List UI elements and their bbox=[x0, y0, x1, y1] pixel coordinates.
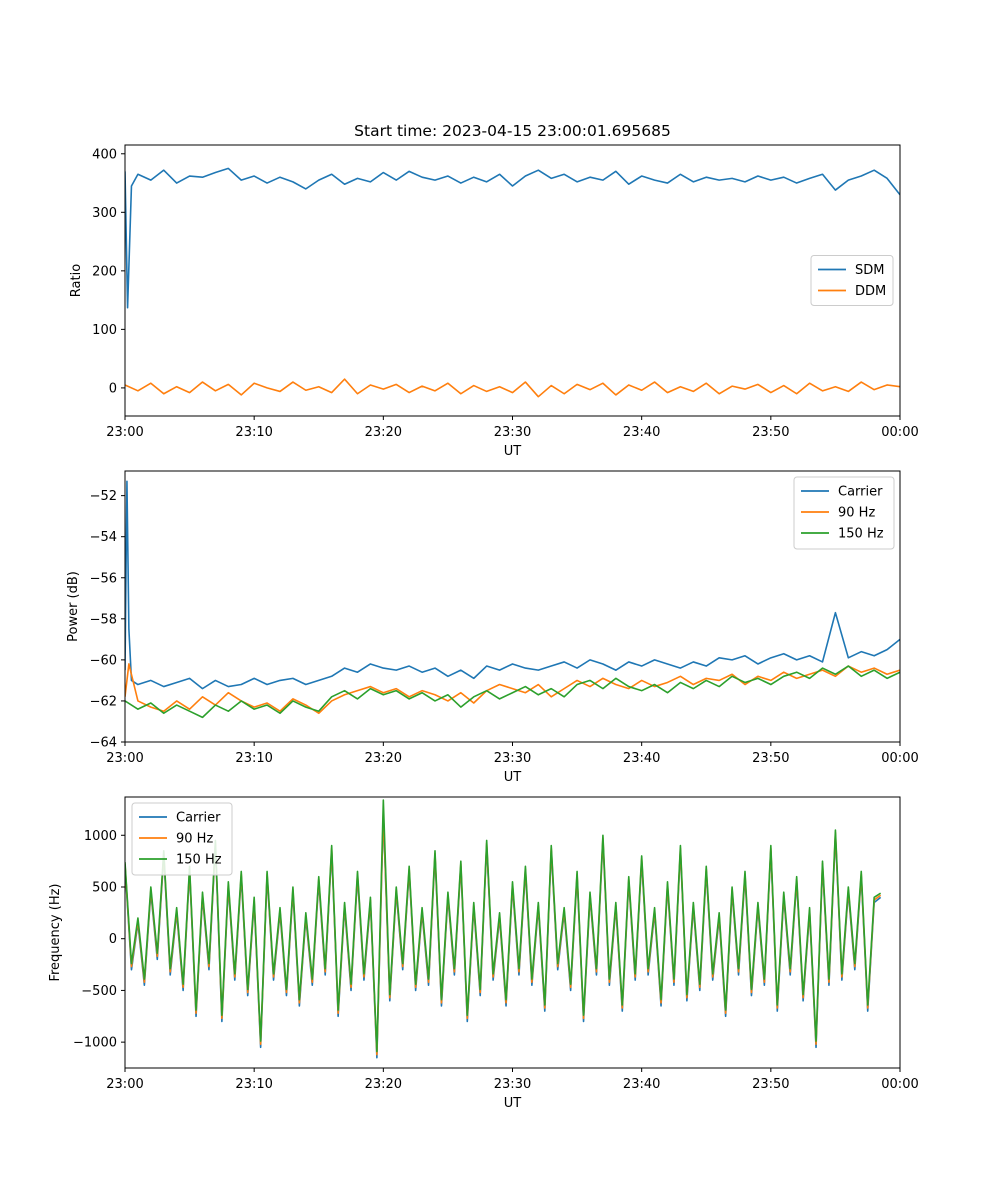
legend-entry: 90 Hz bbox=[176, 832, 213, 847]
y-tick-label: −52 bbox=[90, 489, 117, 504]
x-tick-label: 23:30 bbox=[494, 1077, 531, 1092]
y-tick-label: −60 bbox=[90, 653, 117, 668]
x-tick-label: 23:50 bbox=[752, 751, 789, 766]
x-tick-label: 23:00 bbox=[106, 1077, 143, 1092]
series-group bbox=[125, 799, 882, 1059]
series-line-ddm bbox=[125, 378, 900, 398]
x-tick-label: 23:20 bbox=[365, 425, 402, 440]
x-tick-label: 23:20 bbox=[365, 1077, 402, 1092]
x-tick-label: 23:40 bbox=[623, 1077, 660, 1092]
chart-title: Start time: 2023-04-15 23:00:01.695685 bbox=[354, 122, 671, 140]
series-line-90-hz bbox=[125, 663, 900, 715]
x-tick-label: 23:30 bbox=[494, 751, 531, 766]
x-tick-label: 00:00 bbox=[881, 751, 918, 766]
x-tick-label: 23:40 bbox=[623, 425, 660, 440]
y-tick-label: 100 bbox=[92, 323, 117, 338]
x-tick-label: 23:50 bbox=[752, 1077, 789, 1092]
chart-panel-1: 23:00 23:10 23:20 23:30 23:40 23:50 00:00 0 100 2… bbox=[69, 122, 919, 459]
y-tick-label: −1000 bbox=[73, 1036, 117, 1051]
legend-entry: Carrier bbox=[838, 485, 883, 500]
y-tick-label: −500 bbox=[81, 984, 117, 999]
y-axis-label: Ratio bbox=[69, 264, 84, 297]
x-tick-label: 00:00 bbox=[881, 425, 918, 440]
y-tick-label: −58 bbox=[90, 612, 117, 627]
x-axis-label: UT bbox=[504, 770, 522, 785]
legend-box bbox=[793, 476, 895, 550]
y-axis-label: Power (dB) bbox=[66, 571, 81, 642]
legend: Carrier 90 Hz 150 Hz bbox=[131, 802, 233, 876]
legend-entry: 150 Hz bbox=[838, 527, 884, 542]
y-tick-label: −54 bbox=[90, 530, 117, 545]
series-line-carrier bbox=[125, 480, 900, 690]
y-axis-label: Frequency (Hz) bbox=[48, 883, 63, 981]
x-axis-label: UT bbox=[504, 1096, 522, 1111]
series-line-sdm bbox=[125, 167, 900, 309]
y-tick-label: 0 bbox=[109, 381, 117, 396]
legend-entry: SDM bbox=[855, 263, 884, 278]
legend-box bbox=[131, 802, 233, 876]
chart-panel-2: 23:00 23:10 23:20 23:30 23:40 23:50 00:00 −64 −6… bbox=[66, 470, 919, 785]
x-tick-label: 23:30 bbox=[494, 425, 531, 440]
x-tick-label: 23:10 bbox=[235, 1077, 272, 1092]
chart-panel-3: 23:00 23:10 23:20 23:30 23:40 23:50 00:00 −1000… bbox=[48, 796, 919, 1111]
legend-entry: 150 Hz bbox=[176, 853, 222, 868]
x-tick-label: 23:10 bbox=[235, 425, 272, 440]
x-axis-label: UT bbox=[504, 444, 522, 459]
series-line-150-hz bbox=[125, 665, 900, 719]
legend: SDM DDM bbox=[810, 255, 894, 306]
x-tick-label: 23:00 bbox=[106, 425, 143, 440]
y-tick-label: −64 bbox=[90, 736, 117, 751]
x-tick-label: 23:00 bbox=[106, 751, 143, 766]
legend-entry: 90 Hz bbox=[838, 506, 875, 521]
legend-box bbox=[810, 255, 894, 306]
x-tick-label: 23:40 bbox=[623, 751, 660, 766]
x-tick-label: 00:00 bbox=[881, 1077, 918, 1092]
y-tick-label: 400 bbox=[92, 147, 117, 162]
y-tick-label: −56 bbox=[90, 571, 117, 586]
y-tick-label: 300 bbox=[92, 206, 117, 221]
x-tick-label: 23:10 bbox=[235, 751, 272, 766]
y-tick-label: 0 bbox=[109, 932, 117, 947]
x-tick-label: 23:20 bbox=[365, 751, 402, 766]
legend-entry: DDM bbox=[855, 284, 886, 299]
y-tick-label: 200 bbox=[92, 264, 117, 279]
x-tick-label: 23:50 bbox=[752, 425, 789, 440]
y-tick-label: 500 bbox=[92, 880, 117, 895]
legend: Carrier 90 Hz 150 Hz bbox=[793, 476, 895, 550]
series-group bbox=[125, 480, 900, 719]
series-line-150-hz bbox=[125, 799, 882, 1053]
y-tick-label: −62 bbox=[90, 694, 117, 709]
y-tick-label: 1000 bbox=[84, 829, 117, 844]
legend-entry: Carrier bbox=[176, 811, 221, 826]
series-group bbox=[125, 167, 900, 398]
plot-frame bbox=[124, 796, 901, 1069]
